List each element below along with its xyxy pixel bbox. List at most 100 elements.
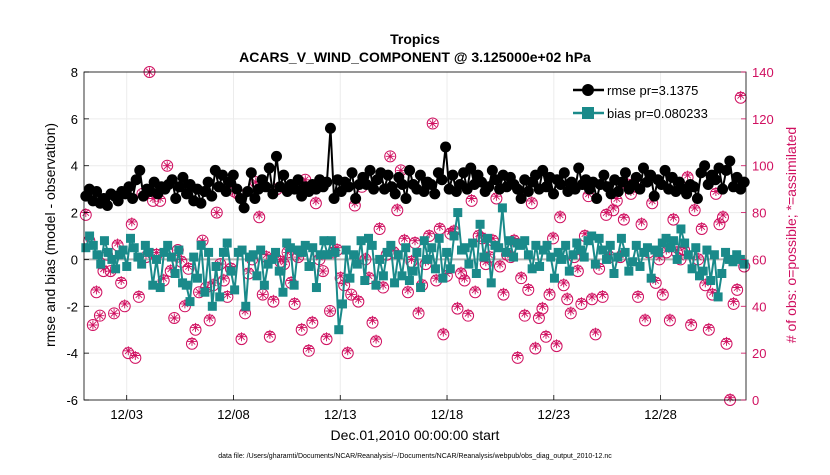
rmse-point [220,185,232,197]
rmse-point [227,169,239,181]
rmse-point [231,183,243,195]
obs-assimilated-point [718,210,728,220]
y2-axis-ticks: 0 20 40 60 80 100 120 140 [741,65,774,408]
rmse-point [278,169,290,181]
rmse-point [112,195,124,207]
rmse-point [238,202,250,214]
obs-assimilated-point [318,266,328,276]
bias-point [349,250,359,260]
bias-point [360,276,370,286]
obs-assimilated-point [683,170,693,180]
bias-point [404,276,414,286]
bias-point [523,250,533,260]
rmse-point [548,188,560,200]
bias-point [282,238,292,248]
obs-assimilated-point [251,177,261,187]
bias-point [118,245,128,255]
obs-assimilated-point [208,278,218,288]
bias-point [334,325,344,335]
bias-point [732,250,742,260]
obs-possible-point [86,319,99,332]
obs-assimilated-point [307,315,317,325]
obs-assimilated-point [424,229,434,239]
bias-point [88,240,98,250]
obs-assimilated-point [187,336,197,346]
rmse-point [166,174,178,186]
rmse-point [195,197,207,209]
y-tick-label: 0 [71,252,78,267]
bias-point [200,287,210,297]
bias-point [535,261,545,271]
obs-assimilated-point [353,294,363,304]
bias-point [698,266,708,276]
bias-point [271,247,281,257]
data-file-note: data file: /Users/gharamti/Documents/NCA… [218,453,612,460]
rmse-point [270,150,282,162]
bias-point [546,252,556,262]
rmse-point [263,162,275,174]
obs-assimilated-point [548,231,558,241]
bias-point [501,247,511,257]
bias-point [367,240,377,250]
rmse-point [101,200,113,212]
obs-assimilated-point [332,243,342,253]
rmse-point [217,169,229,181]
rmse-point [321,176,333,188]
bias-point [345,273,355,283]
rmse-point [368,183,380,195]
obs-assimilated-point [697,222,707,232]
bias-series-layer [81,203,749,335]
rmse-point [486,164,498,176]
obs-assimilated-point [605,250,615,260]
obs-possible-point [93,309,106,322]
obs-assimilated-point [580,229,590,239]
rmse-point [350,193,362,205]
bias-point [174,245,184,255]
obs-possible-point [168,312,181,324]
bias-point [133,252,143,262]
legend-rmse-marker [582,84,594,96]
bias-point [553,247,563,257]
bias-point [323,250,333,260]
bias-point [416,283,426,293]
obs-assimilated-point [707,287,717,297]
obs-assimilated-point [240,306,250,316]
obs-assimilated-point [559,278,569,288]
obs-assimilated-point [449,224,459,234]
obs-assimilated-point [633,290,643,300]
rmse-point [648,190,660,202]
bias-point [438,273,448,283]
rmse-point [342,181,354,193]
bias-point [196,240,206,250]
bias-point [304,261,314,271]
bias-point [683,250,693,260]
rmse-point [400,193,412,205]
bias-point [646,273,656,283]
bias-point [378,271,388,281]
obs-assimilated-point [463,308,473,318]
y2-tick-label: 60 [752,252,766,267]
bias-point [464,259,474,269]
bias-point [166,252,176,262]
rmse-point [512,183,524,195]
bias-point [189,252,199,262]
rmse-point [515,193,527,205]
rmse-point [681,188,693,200]
rmse-point [245,167,257,179]
obs-assimilated-point [491,191,501,201]
bias-point [401,243,411,253]
rmse-point [173,181,185,193]
bias-point [475,219,485,229]
bias-point [668,236,678,246]
bias-point [300,240,310,250]
bias-point [445,264,455,274]
bias-point [423,254,433,264]
y-tick-label: -4 [66,346,78,361]
bias-point [170,268,180,278]
bias-point [122,261,132,271]
obs-assimilated-point [293,252,303,262]
obs-assimilated-point [587,292,597,302]
rmse-point [235,193,247,205]
obs-assimilated-point [711,187,721,196]
bias-point [654,247,664,257]
